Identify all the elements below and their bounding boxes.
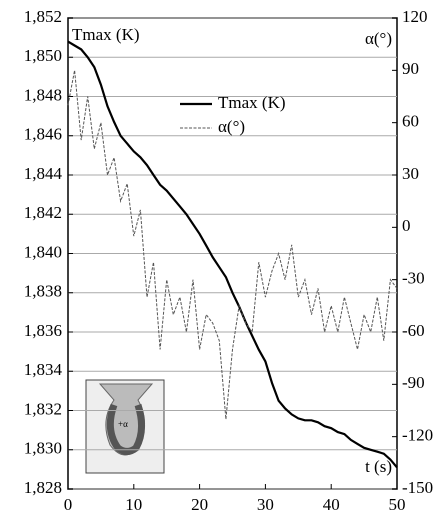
y-tick-label: 1,840 — [24, 242, 62, 261]
x-tick-label: 30 — [257, 495, 274, 514]
x-axis-label: t (s) — [365, 457, 392, 476]
y-tick-label: 1,836 — [24, 321, 62, 340]
y-tick-label: 1,832 — [24, 399, 62, 418]
y-tick-label: 1,830 — [24, 439, 62, 458]
y2-tick-label: -150 — [402, 478, 433, 497]
x-tick-label: 20 — [191, 495, 208, 514]
y2-axis-label: α(°) — [365, 29, 392, 48]
x-tick-label: 50 — [389, 495, 406, 514]
y-axis-label: Tmax (K) — [72, 25, 140, 44]
inset-label: +α — [118, 419, 128, 429]
y2-tick-label: -120 — [402, 426, 433, 445]
x-tick-label: 10 — [125, 495, 142, 514]
y-tick-label: 1,838 — [24, 282, 62, 301]
y2-tick-label: -30 — [402, 269, 425, 288]
y2-tick-label: 120 — [402, 7, 428, 26]
y2-tick-label: -60 — [402, 321, 425, 340]
y-tick-label: 1,850 — [24, 46, 62, 65]
x-tick-label: 40 — [323, 495, 340, 514]
y-tick-label: 1,846 — [24, 125, 62, 144]
y2-tick-label: 60 — [402, 112, 419, 131]
y-tick-label: 1,852 — [24, 7, 62, 26]
y2-tick-label: -90 — [402, 373, 425, 392]
legend-label: Tmax (K) — [218, 93, 286, 112]
inset: +α — [86, 380, 164, 473]
y-tick-label: 1,844 — [24, 164, 63, 183]
y2-tick-label: 30 — [402, 164, 419, 183]
y-tick-label: 1,828 — [24, 478, 62, 497]
y2-tick-label: 90 — [402, 59, 419, 78]
chart: +α Tmax (K) α(°) t (s) 1,828 1,830 1,832 1,… — [0, 0, 447, 520]
x-tick-label: 0 — [64, 495, 73, 514]
y2-tick-label: 0 — [402, 216, 411, 235]
y-tick-label: 1,848 — [24, 85, 62, 104]
legend-label: α(°) — [218, 117, 245, 136]
y-tick-label: 1,842 — [24, 203, 62, 222]
y-tick-label: 1,834 — [24, 360, 63, 379]
